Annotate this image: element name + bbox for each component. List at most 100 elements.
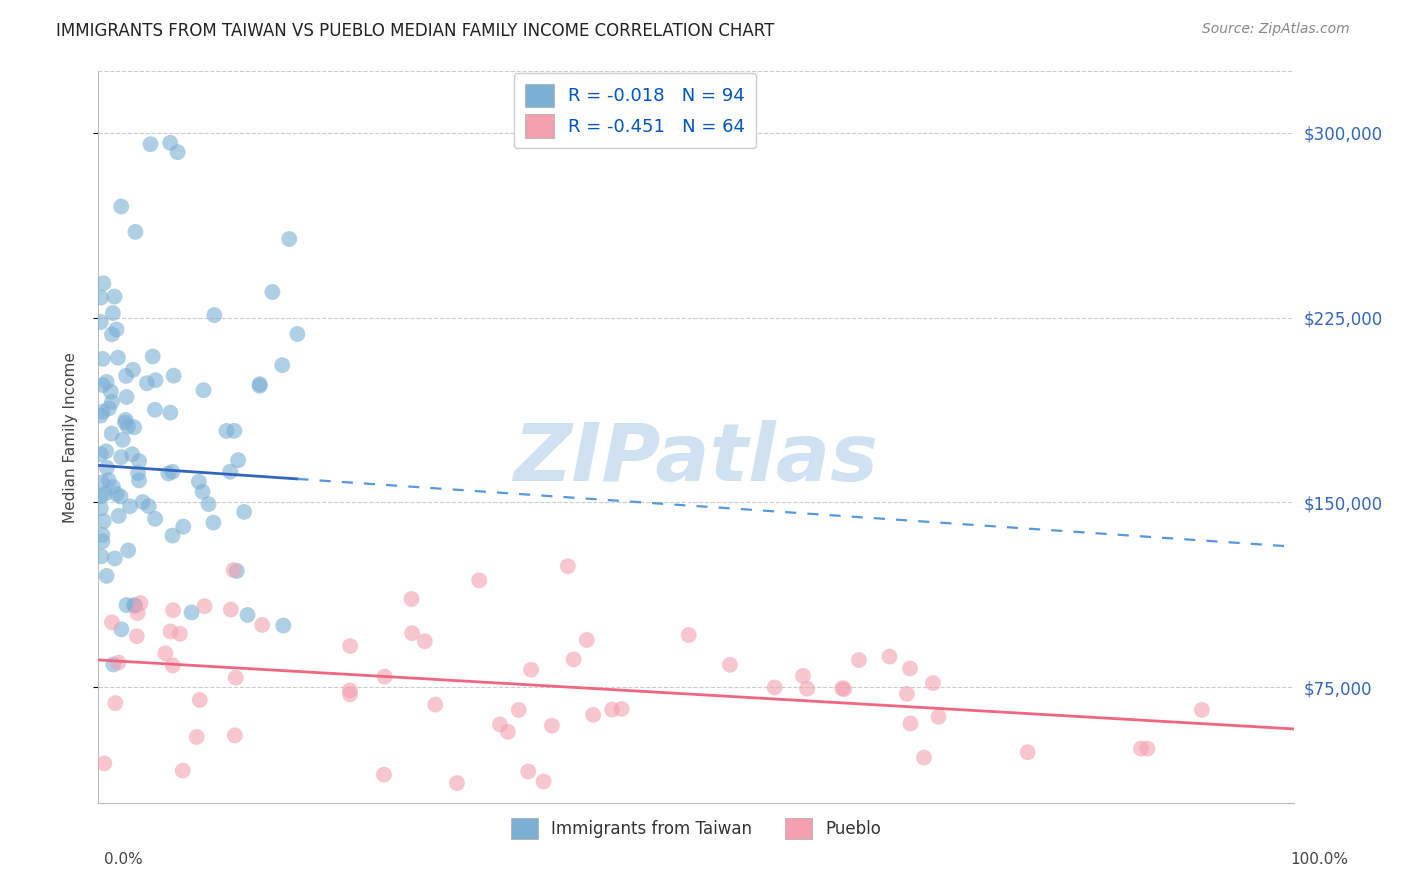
Point	[425, 698, 447, 712]
Point	[339, 683, 361, 698]
Point	[110, 450, 132, 465]
Point	[124, 599, 146, 613]
Point	[219, 602, 242, 616]
Point	[262, 285, 284, 299]
Point	[912, 750, 935, 764]
Point	[101, 394, 124, 409]
Point	[100, 384, 122, 399]
Point	[121, 447, 143, 461]
Point	[413, 634, 436, 648]
Point	[107, 656, 129, 670]
Point	[575, 632, 598, 647]
Text: 0.0%: 0.0%	[104, 852, 143, 867]
Point	[172, 764, 194, 778]
Point	[832, 682, 855, 697]
Point	[90, 489, 112, 503]
Point	[159, 136, 181, 150]
Point	[202, 516, 225, 530]
Point	[163, 368, 186, 383]
Point	[143, 512, 166, 526]
Point	[90, 447, 112, 461]
Point	[224, 424, 246, 438]
Point	[273, 618, 295, 632]
Point	[101, 480, 124, 494]
Point	[157, 467, 180, 481]
Point	[111, 433, 134, 447]
Point	[215, 424, 238, 438]
Point	[128, 454, 150, 468]
Point	[225, 564, 247, 578]
Point	[91, 534, 114, 549]
Point	[496, 724, 519, 739]
Point	[91, 351, 114, 366]
Point	[97, 473, 120, 487]
Point	[131, 495, 153, 509]
Point	[172, 519, 194, 533]
Point	[582, 707, 605, 722]
Point	[188, 693, 211, 707]
Point	[792, 669, 814, 683]
Point	[90, 549, 112, 564]
Point	[287, 326, 309, 341]
Point	[96, 569, 118, 583]
Point	[94, 487, 117, 501]
Point	[159, 624, 181, 639]
Point	[96, 460, 118, 475]
Point	[115, 390, 138, 404]
Point	[162, 658, 184, 673]
Point	[117, 543, 139, 558]
Point	[222, 563, 245, 577]
Point	[796, 681, 818, 696]
Point	[610, 702, 633, 716]
Point	[115, 368, 138, 383]
Point	[879, 649, 901, 664]
Y-axis label: Median Family Income: Median Family Income	[63, 351, 77, 523]
Point	[1136, 741, 1159, 756]
Point	[142, 350, 165, 364]
Point	[508, 703, 530, 717]
Point	[169, 626, 191, 640]
Point	[105, 487, 128, 501]
Point	[197, 497, 219, 511]
Point	[114, 413, 136, 427]
Point	[900, 716, 922, 731]
Point	[162, 528, 184, 542]
Point	[155, 646, 177, 660]
Point	[128, 474, 150, 488]
Point	[107, 351, 129, 365]
Point	[678, 628, 700, 642]
Point	[249, 377, 271, 392]
Point	[225, 671, 247, 685]
Point	[118, 500, 141, 514]
Point	[1130, 741, 1153, 756]
Point	[831, 681, 853, 696]
Point	[224, 728, 246, 742]
Point	[562, 652, 585, 666]
Point	[187, 475, 209, 489]
Point	[91, 528, 114, 542]
Point	[90, 475, 112, 490]
Point	[373, 767, 395, 781]
Point	[110, 623, 132, 637]
Text: IMMIGRANTS FROM TAIWAN VS PUEBLO MEDIAN FAMILY INCOME CORRELATION CHART: IMMIGRANTS FROM TAIWAN VS PUEBLO MEDIAN …	[56, 22, 775, 40]
Point	[166, 145, 188, 160]
Point	[90, 315, 112, 329]
Point	[124, 225, 146, 239]
Point	[249, 378, 271, 392]
Point	[233, 505, 256, 519]
Point	[104, 696, 127, 710]
Point	[374, 670, 396, 684]
Point	[250, 618, 273, 632]
Point	[96, 375, 118, 389]
Point	[94, 444, 117, 458]
Text: 100.0%: 100.0%	[1289, 852, 1348, 867]
Point	[110, 490, 132, 504]
Legend: Immigrants from Taiwan, Pueblo: Immigrants from Taiwan, Pueblo	[505, 811, 887, 846]
Point	[339, 687, 361, 701]
Point	[928, 710, 950, 724]
Point	[135, 376, 157, 391]
Point	[162, 465, 184, 479]
Point	[122, 599, 145, 613]
Point	[159, 406, 181, 420]
Point	[162, 603, 184, 617]
